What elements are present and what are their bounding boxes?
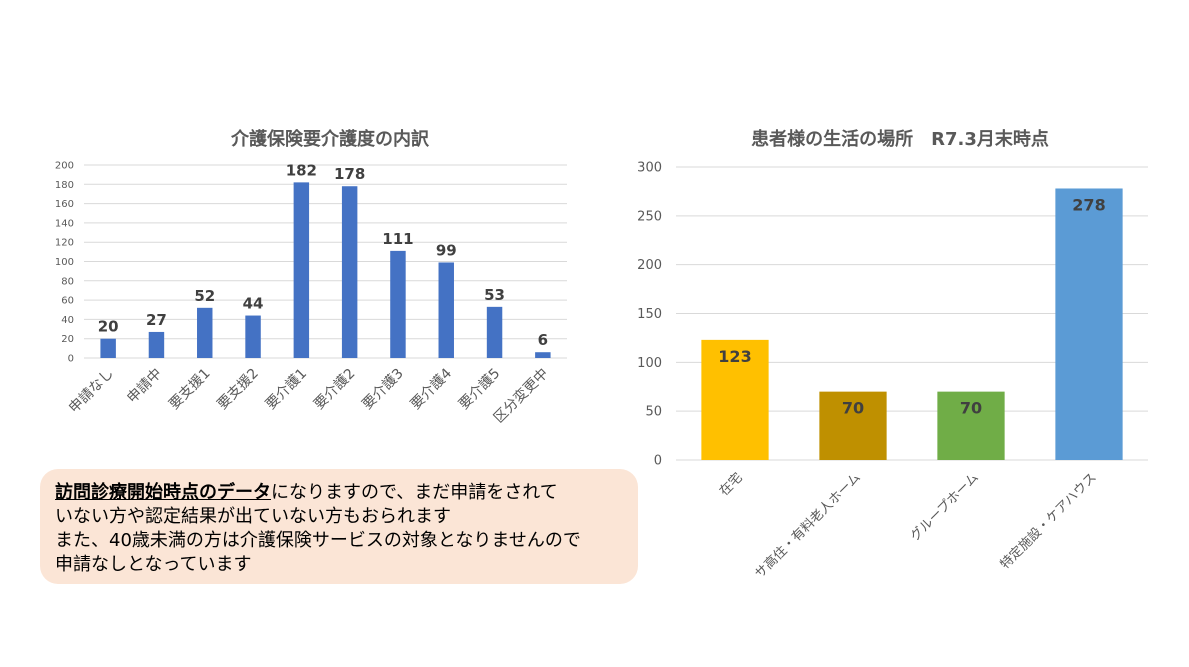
residence-y-tick-label: 200 [637, 258, 662, 273]
care-level-y-tick-label: 120 [55, 238, 74, 249]
care-level-data-label: 53 [484, 286, 505, 304]
care-level-bar [486, 306, 503, 358]
care-level-category-label: 要介護5 [456, 366, 503, 413]
residence-y-tick-label: 50 [645, 405, 662, 420]
residence-bar [937, 391, 1005, 460]
care-level-y-tick-label: 40 [61, 315, 74, 326]
residence-bar [1055, 188, 1123, 460]
residence-data-label: 70 [842, 399, 864, 418]
residence-bar [701, 339, 769, 460]
note-box: 訪問診療開始時点のデータになりますので、まだ申請をされて いない方や認定結果が出… [40, 469, 638, 584]
left-chart-title: 介護保険要介護度の内訳 [231, 129, 429, 150]
care-level-category-label: 要支援1 [166, 366, 213, 413]
care-level-bar [245, 315, 261, 358]
residence-category-label: サ高住・有料老人ホーム [752, 470, 864, 582]
right-chart-title: 患者様の生活の場所 R7.3月末時点 [751, 129, 1049, 150]
care-level-y-tick-label: 80 [61, 276, 74, 287]
residence-bar [819, 391, 887, 460]
care-level-data-label: 182 [286, 161, 317, 179]
care-level-data-label: 178 [334, 165, 365, 183]
residence-y-tick-label: 300 [637, 161, 662, 176]
care-level-y-tick-label: 200 [55, 161, 74, 172]
note-body: になりますので、まだ申請をされて いない方や認定結果が出ていない方もおられます … [55, 482, 581, 575]
care-level-bar [341, 186, 358, 358]
residence-data-label: 70 [960, 399, 982, 418]
care-level-category-label: 要介護1 [263, 366, 310, 413]
care-level-data-label: 111 [382, 230, 413, 248]
residence-y-tick-label: 100 [637, 356, 662, 371]
care-level-y-tick-label: 0 [68, 354, 74, 365]
residence-category-label: 特定施設・ケアハウス [997, 470, 1100, 573]
note-text-block: 訪問診療開始時点のデータになりますので、まだ申請をされて いない方や認定結果が出… [55, 481, 630, 577]
care-level-category-label: 要介護3 [359, 366, 406, 413]
care-level-bar [535, 352, 551, 358]
care-level-data-label: 44 [243, 295, 264, 313]
care-level-y-tick-label: 180 [55, 180, 74, 191]
care-level-y-tick-label: 100 [55, 257, 74, 268]
care-level-bar [100, 338, 116, 358]
care-level-data-label: 99 [436, 241, 457, 259]
care-level-bar [390, 250, 406, 358]
care-level-category-label: 申請なし [66, 366, 117, 417]
note-emphasis: 訪問診療開始時点のデータ [55, 482, 271, 503]
residence-category-label: 在宅 [717, 470, 746, 499]
care-level-y-tick-label: 140 [55, 218, 74, 229]
care-level-bar [438, 262, 454, 358]
care-level-data-label: 27 [146, 311, 167, 329]
care-level-data-label: 52 [194, 287, 215, 305]
care-level-y-tick-label: 160 [55, 199, 74, 210]
care-level-bar [148, 331, 165, 358]
care-level-category-label: 要介護2 [311, 366, 358, 413]
care-level-category-label: 申請中 [124, 366, 165, 407]
care-level-y-tick-label: 60 [61, 296, 74, 307]
care-level-bar [293, 182, 310, 358]
residence-y-tick-label: 250 [637, 209, 662, 224]
care-level-data-label: 6 [538, 331, 548, 349]
care-level-category-label: 要介護4 [408, 365, 455, 412]
residence-data-label: 123 [718, 347, 751, 366]
care-level-bar [197, 307, 213, 358]
residence-category-label: グループホーム [908, 470, 982, 544]
residence-data-label: 278 [1072, 195, 1105, 214]
care-level-data-label: 20 [98, 318, 119, 336]
care-level-category-label: 要支援2 [215, 366, 262, 413]
care-level-y-tick-label: 20 [61, 334, 74, 345]
residence-y-tick-label: 0 [654, 454, 662, 469]
residence-y-tick-label: 150 [637, 307, 662, 322]
